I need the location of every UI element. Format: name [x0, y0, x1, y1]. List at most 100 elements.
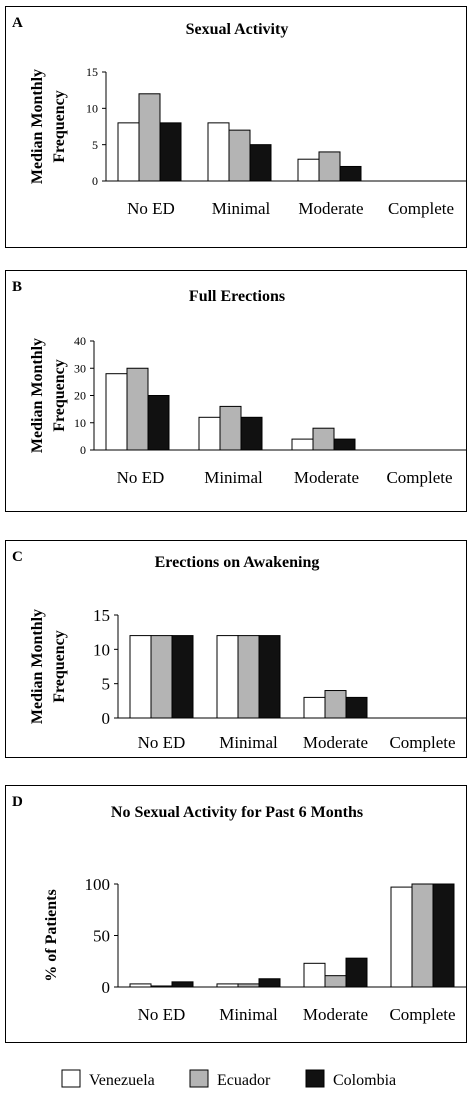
chart-a-ytick-label: 10 — [86, 102, 98, 116]
chart-c-ytick-label: 10 — [93, 640, 110, 659]
chart-d-ylabel-line: % of Patients — [43, 889, 60, 981]
chart-d-bar-colombia — [171, 981, 194, 988]
chart-b-category-label: Moderate — [294, 468, 359, 487]
chart-b-category-label: Minimal — [204, 468, 263, 487]
chart-d-ytick-label: 50 — [93, 926, 110, 945]
chart-b-bar-ecuador — [219, 405, 242, 451]
chart-a-bar-colombia — [249, 144, 272, 182]
chart-b-svg: B Full Erections Median Monthly Frequency 0 1… — [12, 279, 466, 487]
chart-a-category-label: Moderate — [298, 199, 363, 218]
chart-d-bar-venezuela — [390, 886, 413, 988]
chart-c-bar-colombia — [345, 696, 368, 719]
chart-a-svg: A Sexual Activity Median Monthly Frequency 0… — [12, 15, 466, 218]
chart-b-bar-venezuela — [105, 373, 128, 451]
chart-d-bar-venezuela — [303, 962, 326, 988]
chart-d-bar-colombia — [258, 978, 281, 988]
chart-c-category-label: Complete — [389, 733, 455, 752]
chart-d-category-label: No ED — [138, 1005, 186, 1024]
chart-b-panel-label: B — [12, 279, 22, 295]
chart-c-category-label: Minimal — [219, 733, 278, 752]
chart-b-bar-ecuador — [312, 427, 335, 451]
chart-d-bar-ecuador — [411, 883, 434, 988]
chart-d-bar-venezuela — [129, 983, 152, 988]
chart-a-ytick-label: 0 — [92, 174, 98, 188]
chart-b-ylabel-line: Frequency — [51, 359, 68, 432]
chart-a-bar-ecuador — [318, 151, 341, 182]
chart-d-panel-label: D — [12, 794, 23, 810]
chart-c-category-label: Moderate — [303, 733, 368, 752]
chart-panel-d: D No Sexual Activity for Past 6 Months % o… — [5, 785, 467, 1043]
chart-b-title: Full Erections — [189, 288, 285, 305]
chart-c-bar-ecuador — [324, 690, 347, 719]
chart-b-ytick-label: 20 — [74, 389, 86, 403]
chart-d-bar-ecuador — [150, 985, 173, 988]
chart-panel-c: C Erections on Awakening Median Monthly Fre… — [5, 540, 467, 758]
chart-d-bar-ecuador — [324, 975, 347, 988]
chart-a-category-label: No ED — [127, 199, 175, 218]
chart-d-bar-colombia — [345, 957, 368, 988]
chart-a-bar-colombia — [339, 165, 362, 182]
chart-b-bar-colombia — [333, 438, 356, 451]
legend-swatch-venezuela — [61, 1069, 81, 1088]
chart-b-category-label: No ED — [117, 468, 165, 487]
chart-c-ytick-label: 0 — [102, 709, 111, 728]
chart-a-category-label: Minimal — [212, 199, 271, 218]
chart-a-bar-ecuador — [228, 129, 251, 182]
chart-a-bar-venezuela — [297, 158, 320, 182]
chart-d-ytick-label: 100 — [85, 875, 111, 894]
chart-c-bar-colombia — [258, 635, 281, 719]
chart-d-svg: D No Sexual Activity for Past 6 Months % o… — [12, 794, 466, 1024]
chart-panel-a: A Sexual Activity Median Monthly Frequency 0… — [5, 6, 467, 248]
chart-c-ytick-label: 5 — [102, 675, 111, 694]
chart-panel-b: B Full Erections Median Monthly Frequency 0 1… — [5, 270, 467, 512]
chart-c-title: Erections on Awakening — [155, 554, 320, 571]
chart-c-ylabel-line: Frequency — [51, 630, 68, 703]
chart-b-ytick-label: 10 — [74, 416, 86, 430]
chart-c-svg: C Erections on Awakening Median Monthly Fre… — [12, 549, 466, 752]
legend-swatch-colombia — [305, 1069, 325, 1088]
chart-b-ylabel-line: Median Monthly — [29, 338, 46, 453]
chart-a-bar-colombia — [159, 122, 182, 182]
chart-b-ytick-label: 30 — [74, 361, 86, 375]
legend-label-colombia: Colombia — [333, 1072, 396, 1089]
chart-a-ytick-label: 15 — [86, 65, 98, 79]
chart-c-ytick-label: 15 — [93, 606, 110, 625]
chart-c-bar-ecuador — [150, 635, 173, 719]
chart-b-bar-venezuela — [291, 438, 314, 451]
chart-a-bar-ecuador — [138, 93, 161, 182]
chart-a-ylabel-line: Median Monthly — [29, 69, 46, 184]
chart-c-bar-colombia — [171, 635, 194, 719]
chart-d-title: No Sexual Activity for Past 6 Months — [111, 804, 363, 821]
chart-b-ytick-label: 0 — [80, 443, 86, 457]
chart-c-bar-ecuador — [237, 635, 260, 719]
chart-a-category-label: Complete — [388, 199, 454, 218]
legend-label-venezuela: Venezuela — [89, 1072, 155, 1089]
chart-d-bar-colombia — [432, 883, 455, 988]
legend-svg: Venezuela Ecuador Colombia — [61, 1069, 396, 1089]
chart-d-bar-ecuador — [237, 983, 260, 988]
chart-b-bar-venezuela — [198, 416, 221, 451]
chart-a-panel-label: A — [12, 15, 23, 31]
legend-label-ecuador: Ecuador — [217, 1072, 271, 1089]
chart-b-bar-ecuador — [126, 367, 149, 451]
chart-b-category-label: Complete — [386, 468, 452, 487]
chart-c-category-label: No ED — [138, 733, 186, 752]
chart-a-ylabel-line: Frequency — [51, 90, 68, 163]
chart-b-bar-colombia — [240, 416, 263, 451]
chart-c-bar-venezuela — [216, 635, 239, 719]
chart-d-category-label: Moderate — [303, 1005, 368, 1024]
chart-c-bar-venezuela — [129, 635, 152, 719]
legend-swatch-ecuador — [189, 1069, 209, 1088]
chart-c-bar-venezuela — [303, 696, 326, 719]
chart-c-panel-label: C — [12, 549, 23, 565]
chart-a-bar-venezuela — [117, 122, 140, 182]
chart-d-ytick-label: 0 — [102, 978, 111, 997]
chart-b-bar-colombia — [147, 395, 170, 451]
chart-b-ytick-label: 40 — [74, 334, 86, 348]
chart-c-ylabel-line: Median Monthly — [29, 609, 46, 724]
chart-d-category-label: Complete — [389, 1005, 455, 1024]
chart-d-category-label: Minimal — [219, 1005, 278, 1024]
legend: Venezuela Ecuador Colombia — [60, 1067, 440, 1091]
chart-a-ytick-label: 5 — [92, 138, 98, 152]
chart-d-bar-venezuela — [216, 983, 239, 988]
